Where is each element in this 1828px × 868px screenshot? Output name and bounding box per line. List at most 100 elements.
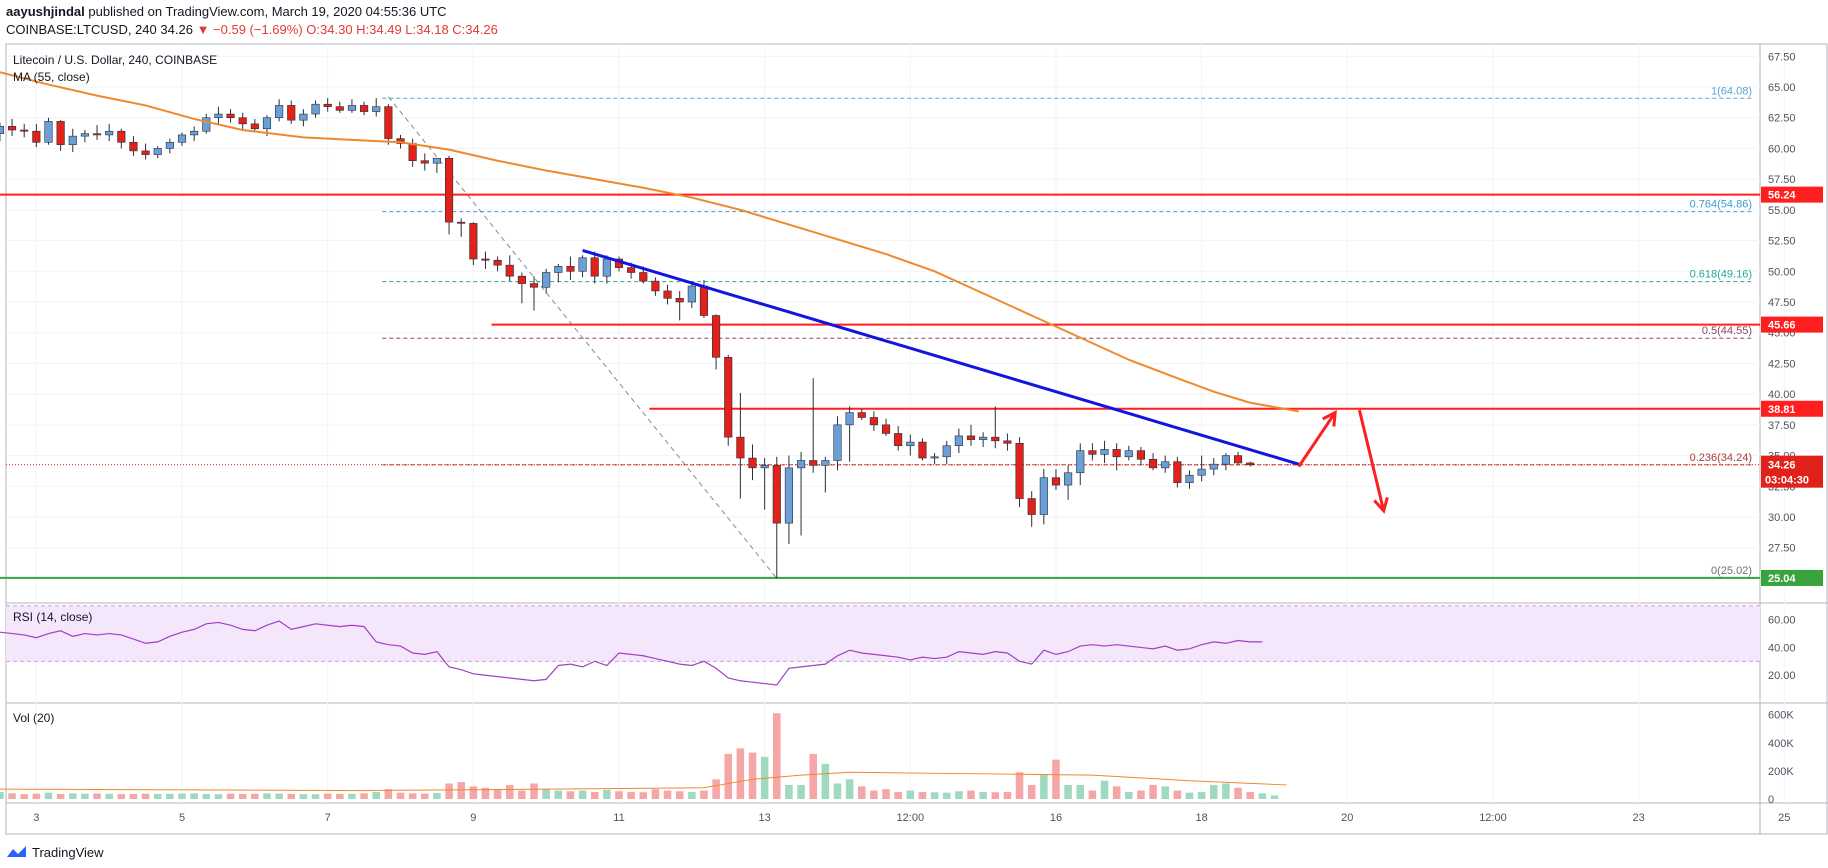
candle-body xyxy=(675,298,684,303)
candle-body xyxy=(408,143,417,162)
volume-bar xyxy=(166,793,174,799)
brand-label[interactable]: TradingView xyxy=(32,844,104,860)
candle-body xyxy=(809,460,818,466)
volume-bar xyxy=(336,793,344,799)
fibonacci-level-label: 0.618(49.16) xyxy=(1690,269,1752,281)
rsi-band xyxy=(6,605,1760,662)
rsi-tick-label: 40.00 xyxy=(1768,642,1796,654)
level-price-badge xyxy=(1761,400,1823,417)
volume-bar xyxy=(688,791,696,799)
price-tick-label: 47.50 xyxy=(1768,297,1796,309)
volume-bar xyxy=(942,792,951,799)
candle-body xyxy=(554,266,563,273)
candle-body xyxy=(0,126,4,134)
volume-bar xyxy=(178,793,186,799)
price-tick-label: 37.50 xyxy=(1768,420,1796,432)
volume-bar xyxy=(20,794,28,799)
volume-bar xyxy=(263,793,271,799)
candle-body xyxy=(566,266,575,272)
candle-body xyxy=(1003,440,1012,444)
volume-bar xyxy=(979,791,987,799)
author-name[interactable]: aayushjindal xyxy=(6,4,85,19)
x-tick-label: 18 xyxy=(1196,812,1208,824)
volume-bar xyxy=(821,763,830,799)
candle-body xyxy=(627,267,636,273)
volume-bar xyxy=(311,794,320,799)
candle-body xyxy=(1197,468,1206,476)
volume-bar xyxy=(129,793,138,799)
volume-bar xyxy=(542,789,550,799)
publisher-line: aayushjindal published on TradingView.co… xyxy=(6,4,447,19)
volume-bar xyxy=(1003,791,1012,799)
volume-bar xyxy=(748,752,757,799)
volume-bar xyxy=(493,789,502,799)
price-tick-label: 60.00 xyxy=(1768,143,1796,155)
candle-body xyxy=(699,285,709,316)
volume-bar xyxy=(1210,784,1218,799)
candle-body xyxy=(1233,455,1243,464)
candle-body xyxy=(930,456,939,459)
candle-body xyxy=(833,424,842,461)
volume-bar xyxy=(8,793,16,799)
volume-bar xyxy=(603,789,611,799)
volume-bar xyxy=(93,793,101,799)
fibonacci-level-label: 0.236(34.24) xyxy=(1690,452,1752,464)
volume-tick-label: 200K xyxy=(1768,766,1794,778)
volume-bar xyxy=(68,793,77,799)
volume-bar xyxy=(1137,790,1145,799)
candle-body xyxy=(8,126,17,131)
candle-body xyxy=(784,467,793,524)
candle-body xyxy=(1100,449,1109,455)
volume-bar xyxy=(857,786,866,799)
x-tick-label: 12:00 xyxy=(897,812,925,824)
candle-body xyxy=(68,135,77,146)
volume-bar xyxy=(251,793,259,799)
x-tick-label: 3 xyxy=(33,812,39,824)
price-tick-label: 50.00 xyxy=(1768,266,1796,278)
volume-bar xyxy=(773,713,781,799)
last-price-label: 34.26 xyxy=(1768,460,1796,472)
last-price-badge xyxy=(1761,455,1823,488)
volume-bar xyxy=(906,790,915,799)
volume-bar xyxy=(1185,792,1194,799)
candle-body xyxy=(1039,477,1048,515)
candle-body xyxy=(1149,458,1158,469)
candle-body xyxy=(226,113,235,119)
volume-bar xyxy=(736,748,745,799)
candle-body xyxy=(347,105,357,111)
x-tick-label: 5 xyxy=(179,812,185,824)
volume-bar xyxy=(1040,775,1048,799)
x-tick-label: 16 xyxy=(1050,812,1062,824)
volume-bar xyxy=(348,793,356,799)
candle-body xyxy=(384,106,393,139)
x-tick-label: 7 xyxy=(325,812,331,824)
candle-body xyxy=(651,280,660,292)
candle-body xyxy=(323,103,332,107)
candle-body xyxy=(736,436,745,459)
volume-bar xyxy=(238,794,247,799)
rsi-tick-label: 60.00 xyxy=(1768,615,1796,627)
candle-body xyxy=(20,129,29,132)
candle-body xyxy=(1209,463,1218,470)
level-price-label: 25.04 xyxy=(1768,573,1796,585)
bar-countdown-label: 03:04:30 xyxy=(1765,475,1809,487)
volume-bar xyxy=(384,789,393,799)
volume-bar xyxy=(675,791,684,799)
candle-body xyxy=(639,272,648,282)
rsi-indicator-label: RSI (14, close) xyxy=(13,610,92,624)
volume-bar xyxy=(663,790,672,799)
volume-bar xyxy=(712,779,720,799)
volume-bar xyxy=(845,779,854,799)
candle-body xyxy=(748,457,757,469)
candle-body xyxy=(44,121,53,143)
volume-bar xyxy=(1173,790,1182,799)
candle-body xyxy=(602,258,611,277)
volume-bar xyxy=(1064,784,1072,799)
volume-bar xyxy=(275,793,283,799)
volume-bar xyxy=(433,793,441,799)
fibonacci-level-label: 1(64.08) xyxy=(1711,85,1752,97)
rsi-tick-label: 20.00 xyxy=(1768,670,1796,682)
candle-body xyxy=(420,160,429,164)
volume-bar xyxy=(1234,787,1242,799)
